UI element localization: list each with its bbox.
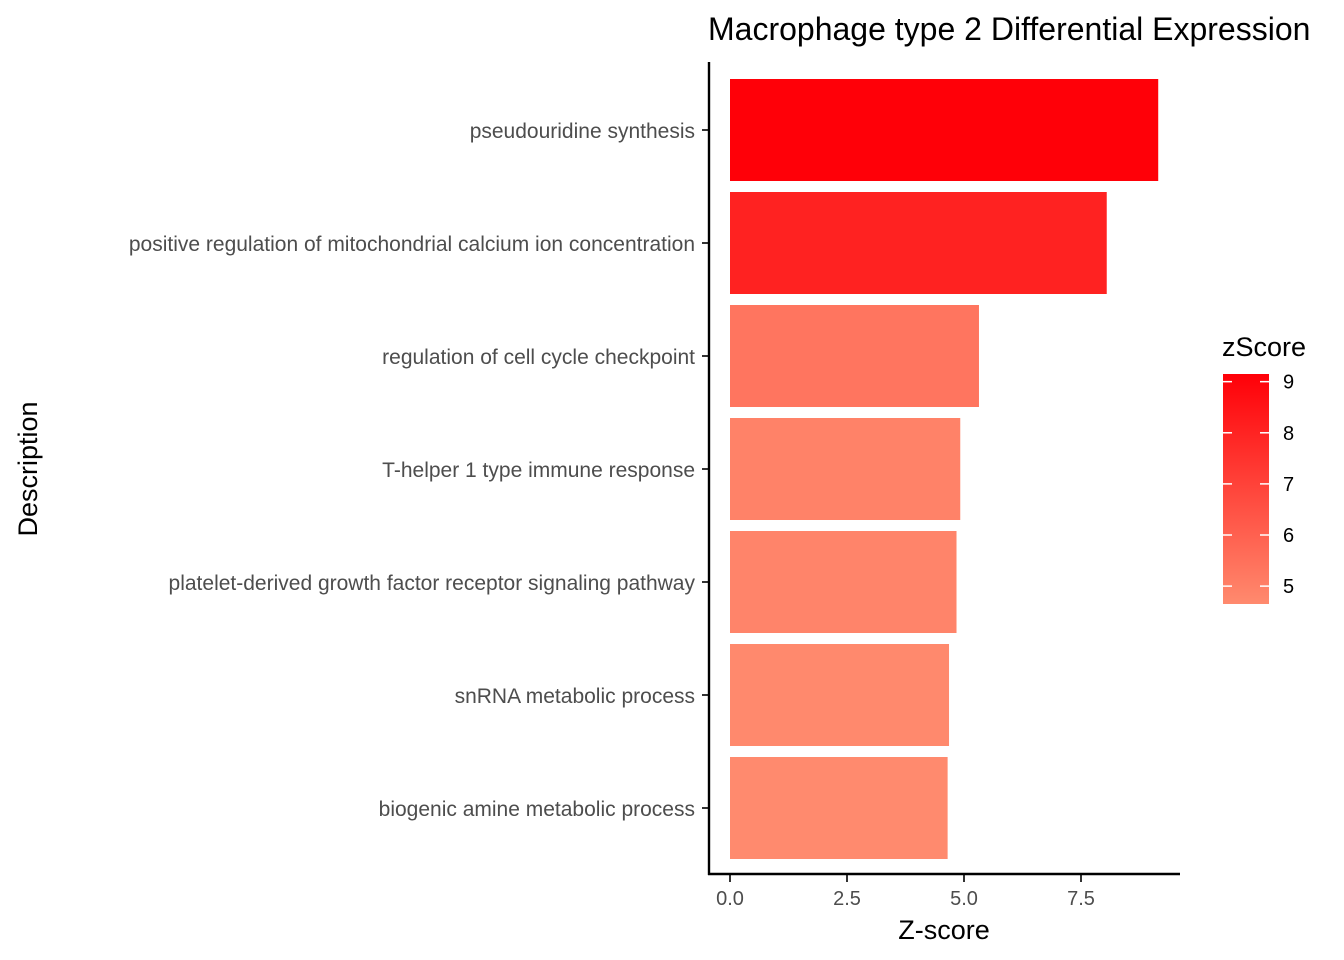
bars-group bbox=[730, 79, 1159, 859]
y-tick-label: biogenic amine metabolic process bbox=[379, 798, 695, 821]
y-tick-label: snRNA metabolic process bbox=[455, 685, 695, 708]
x-tick-label: 0.0 bbox=[716, 888, 744, 910]
x-axis-ticks: 0.0 2.5 5.0 7.5 bbox=[716, 875, 1095, 910]
bar bbox=[730, 418, 961, 520]
bar bbox=[730, 644, 950, 746]
y-tick-label: T-helper 1 type immune response bbox=[382, 459, 695, 482]
chart-title: Macrophage type 2 Differential Expressio… bbox=[708, 11, 1310, 47]
legend-tick-label: 6 bbox=[1283, 525, 1294, 547]
legend-tick-label: 9 bbox=[1283, 372, 1294, 394]
legend-ticks: 9 8 7 6 5 bbox=[1223, 372, 1294, 598]
legend-tick-label: 5 bbox=[1283, 576, 1294, 598]
legend-title: zScore bbox=[1222, 332, 1306, 362]
y-axis-title: Description bbox=[13, 401, 43, 536]
bar bbox=[730, 79, 1159, 181]
legend-tick-label: 7 bbox=[1283, 474, 1294, 496]
legend-tick-label: 8 bbox=[1283, 423, 1294, 445]
y-axis-ticks: pseudouridine synthesis positive regulati… bbox=[129, 120, 709, 821]
x-axis-title: Z-score bbox=[898, 915, 990, 945]
x-tick-label: 5.0 bbox=[950, 888, 978, 910]
color-legend: zScore 9 8 7 6 5 bbox=[1222, 332, 1306, 604]
y-tick-label: platelet-derived growth factor receptor … bbox=[169, 572, 696, 595]
y-tick-label: positive regulation of mitochondrial cal… bbox=[129, 233, 695, 256]
x-tick-label: 7.5 bbox=[1067, 888, 1095, 910]
bar bbox=[730, 757, 948, 859]
x-tick-label: 2.5 bbox=[833, 888, 861, 910]
y-tick-label: pseudouridine synthesis bbox=[470, 120, 695, 143]
legend-colorbar bbox=[1223, 374, 1269, 604]
y-tick-label: regulation of cell cycle checkpoint bbox=[382, 346, 695, 369]
bar bbox=[730, 305, 979, 407]
bar bbox=[730, 531, 957, 633]
bar bbox=[730, 192, 1107, 294]
